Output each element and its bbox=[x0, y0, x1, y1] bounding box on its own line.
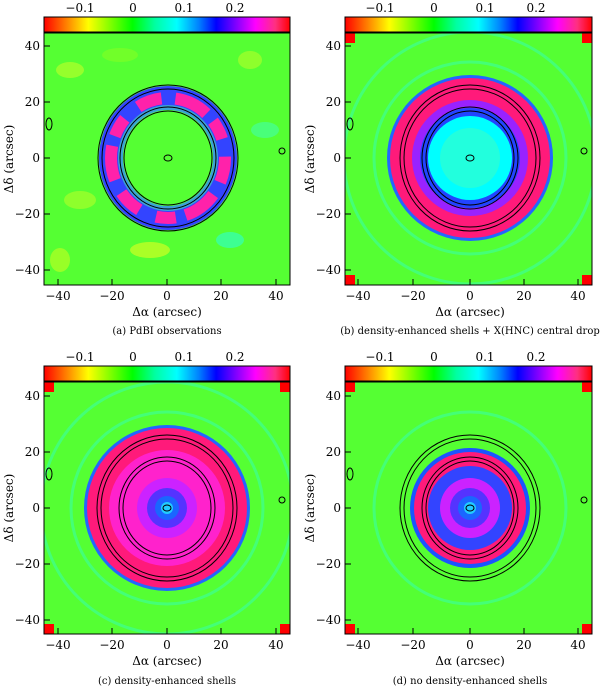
y-tick-label: 0 bbox=[32, 151, 40, 165]
y-tick-label: −20 bbox=[316, 557, 341, 571]
heatmap-image bbox=[44, 382, 290, 634]
y-tick-label: 40 bbox=[326, 39, 341, 53]
x-ticks: −40 −20 0 20 40 bbox=[345, 628, 586, 652]
y-tick-label: −20 bbox=[15, 557, 40, 571]
y-tick-label: 20 bbox=[326, 95, 341, 109]
y-axis-label: Δδ (arcsec) bbox=[2, 125, 16, 194]
colorbar-label: 0.2 bbox=[526, 350, 545, 364]
colorbar-label: −0.1 bbox=[365, 350, 394, 364]
x-tick-label: 0 bbox=[466, 289, 474, 303]
x-axis-label: Δα (arcsec) bbox=[435, 305, 505, 319]
y-axis-label: Δδ (arcsec) bbox=[303, 125, 317, 194]
x-tick-label: 0 bbox=[466, 638, 474, 652]
y-tick-label: 40 bbox=[25, 389, 40, 403]
y-tick-label: −20 bbox=[316, 207, 341, 221]
x-axis-label: Δα (arcsec) bbox=[132, 305, 202, 319]
x-axis-label: Δα (arcsec) bbox=[132, 654, 202, 668]
x-ticks: −40 −20 0 20 40 bbox=[45, 628, 284, 652]
x-tick-label: 20 bbox=[213, 289, 228, 303]
panel-b: −0.1 0 0.1 0.2 bbox=[303, 1, 600, 337]
colorbar-label: −0.1 bbox=[365, 1, 394, 15]
colorbar-label: 0.2 bbox=[225, 350, 244, 364]
y-tick-label: 20 bbox=[326, 445, 341, 459]
x-tick-label: −20 bbox=[99, 289, 124, 303]
colorbar-label: 0.2 bbox=[526, 1, 545, 15]
colorbar-label: 0.1 bbox=[475, 1, 494, 15]
y-tick-label: 40 bbox=[25, 39, 40, 53]
x-tick-label: 20 bbox=[213, 638, 228, 652]
x-tick-label: 0 bbox=[163, 638, 171, 652]
colorbar-label: 0 bbox=[129, 1, 137, 15]
panel-caption: (c) density-enhanced shells bbox=[98, 676, 236, 687]
y-tick-label: 0 bbox=[32, 501, 40, 515]
heatmap-image bbox=[345, 382, 592, 634]
colorbar: −0.1 0 0.1 0.2 bbox=[344, 350, 593, 382]
colorbar-label: −0.1 bbox=[65, 350, 94, 364]
x-tick-label: 40 bbox=[268, 638, 283, 652]
y-tick-label: 20 bbox=[25, 95, 40, 109]
colorbar: −0.1 0 0.1 0.2 bbox=[344, 1, 593, 33]
y-tick-label: −40 bbox=[316, 263, 341, 277]
colorbar-label: 0.1 bbox=[475, 350, 494, 364]
colorbar-label: 0.2 bbox=[225, 1, 244, 15]
x-tick-label: 0 bbox=[163, 289, 171, 303]
y-axis-label: Δδ (arcsec) bbox=[303, 474, 317, 543]
colorbar-label: 0 bbox=[430, 1, 438, 15]
x-tick-label: 40 bbox=[570, 638, 585, 652]
colorbar-label: 0.1 bbox=[174, 350, 193, 364]
y-tick-label: 0 bbox=[333, 151, 341, 165]
y-ticks: 40 20 0 −20 −40 bbox=[15, 389, 50, 627]
y-tick-label: −20 bbox=[15, 207, 40, 221]
y-tick-label: −40 bbox=[316, 613, 341, 627]
panel-a: −0.1 0 0.1 0.2 bbox=[2, 1, 291, 337]
colorbar: −0.1 0 0.1 0.2 bbox=[43, 1, 291, 33]
y-ticks: 40 20 0 −20 −40 bbox=[15, 39, 50, 277]
panel-c: −0.1 0 0.1 0.2 bbox=[2, 350, 291, 687]
x-tick-label: −20 bbox=[400, 289, 425, 303]
x-tick-label: 20 bbox=[516, 638, 531, 652]
panel-d: −0.1 0 0.1 0.2 bbox=[303, 350, 593, 687]
panel-caption: (b) density-enhanced shells + X(HNC) cen… bbox=[340, 326, 600, 337]
colorbar: −0.1 0 0.1 0.2 bbox=[43, 350, 291, 382]
x-tick-label: −40 bbox=[345, 638, 370, 652]
y-ticks: 40 20 0 −20 −40 bbox=[316, 39, 351, 277]
y-tick-label: 40 bbox=[326, 389, 341, 403]
heatmap-image bbox=[44, 33, 290, 285]
x-ticks: −40 −20 0 20 40 bbox=[45, 279, 284, 303]
heatmap-image bbox=[345, 33, 592, 285]
y-tick-label: −40 bbox=[15, 263, 40, 277]
x-ticks: −40 −20 0 20 40 bbox=[345, 279, 586, 303]
colorbar-label: 0 bbox=[129, 350, 137, 364]
x-tick-label: −40 bbox=[345, 289, 370, 303]
y-tick-label: −40 bbox=[15, 613, 40, 627]
colorbar-label: 0 bbox=[430, 350, 438, 364]
panel-caption: (d) no density-enhanced shells bbox=[393, 676, 547, 687]
panel-caption: (a) PdBI observations bbox=[112, 326, 221, 337]
y-axis-label: Δδ (arcsec) bbox=[2, 474, 16, 543]
y-tick-label: 20 bbox=[25, 445, 40, 459]
x-tick-label: 40 bbox=[570, 289, 585, 303]
y-tick-label: 0 bbox=[333, 501, 341, 515]
x-tick-label: 20 bbox=[516, 289, 531, 303]
y-ticks: 40 20 0 −20 −40 bbox=[316, 389, 351, 627]
x-axis-label: Δα (arcsec) bbox=[435, 654, 505, 668]
colorbar-label: −0.1 bbox=[65, 1, 94, 15]
x-tick-label: −20 bbox=[400, 638, 425, 652]
x-tick-label: −40 bbox=[45, 638, 70, 652]
x-tick-label: −20 bbox=[99, 638, 124, 652]
x-tick-label: −40 bbox=[45, 289, 70, 303]
x-tick-label: 40 bbox=[268, 289, 283, 303]
colorbar-label: 0.1 bbox=[174, 1, 193, 15]
